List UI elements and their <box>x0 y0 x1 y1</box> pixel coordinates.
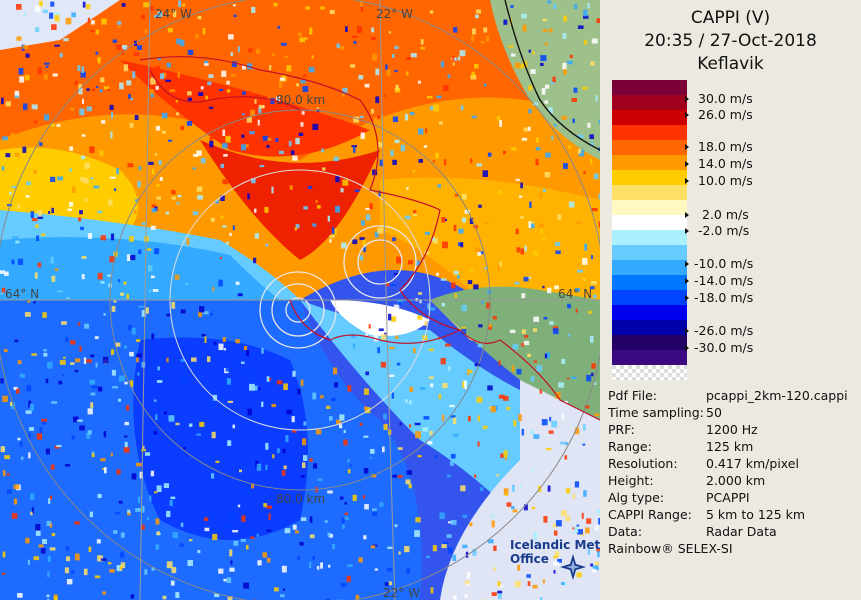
legend-swatch <box>612 260 687 276</box>
metadata-row: Height: 2.000 km <box>608 473 765 488</box>
logo-text-line2: Office <box>510 552 549 566</box>
range-label-top: 80.0 km <box>276 93 325 107</box>
legend-swatch <box>612 80 687 96</box>
legend-label: -26.0 m/s <box>684 323 753 338</box>
legend-swatch <box>612 245 687 261</box>
metadata-key: Alg type: <box>608 490 665 505</box>
metadata-value: 50 <box>706 405 722 420</box>
logo-star-icon <box>560 554 586 580</box>
legend-swatch <box>612 110 687 126</box>
metadata-row: PRF: 1200 Hz <box>608 422 758 437</box>
metadata-key: Resolution: <box>608 456 678 471</box>
metadata-value: 1200 Hz <box>706 422 758 437</box>
legend-swatch <box>612 290 687 306</box>
legend-swatch <box>612 305 687 321</box>
legend-label: 2.0 m/s <box>685 207 749 222</box>
metadata-row: Alg type: PCAPPI <box>608 490 750 505</box>
station-name: Keflavik <box>697 54 764 74</box>
met-office-logo: Icelandic Met Office <box>510 538 601 580</box>
legend-swatch <box>612 275 687 291</box>
metadata-key: CAPPI Range: <box>608 507 692 522</box>
metadata-key: PRF: <box>608 422 635 437</box>
metadata-value: PCAPPI <box>706 490 750 505</box>
range-label-bottom: 80.0 km <box>276 492 325 506</box>
metadata-row: Pdf File: pcappi_2km-120.cappi <box>608 388 848 403</box>
metadata-value: 5 km to 125 km <box>706 507 806 522</box>
metadata-row: Data: Radar Data <box>608 524 777 539</box>
lon-label-top-left: 24° W <box>155 7 192 21</box>
legend-label: -2.0 m/s <box>684 223 749 238</box>
metadata-value: 125 km <box>706 439 754 454</box>
legend-swatch <box>612 200 687 216</box>
metadata-row: Time sampling: 50 <box>608 405 722 420</box>
legend-swatch <box>612 155 687 171</box>
lon-label-bottom: 22° W <box>383 586 420 600</box>
legend-swatch <box>612 125 687 141</box>
legend-swatch <box>612 170 687 186</box>
legend-swatch <box>612 215 687 231</box>
legend-label: 18.0 m/s <box>685 139 753 154</box>
lon-label-top-right: 22° W <box>376 7 413 21</box>
metadata-value: 2.000 km <box>706 473 766 488</box>
legend-label: 10.0 m/s <box>685 173 753 188</box>
legend-swatch <box>612 320 687 336</box>
lat-label-right: 64° N <box>558 287 592 301</box>
legend-label: 30.0 m/s <box>685 91 753 106</box>
legend-nodata-swatch <box>612 365 687 380</box>
legend-swatch <box>612 185 687 201</box>
legend-label: -14.0 m/s <box>684 273 753 288</box>
credit-text: Rainbow® SELEX-SI <box>608 541 733 556</box>
legend-label: -18.0 m/s <box>684 290 753 305</box>
info-panel: CAPPI (V) 20:35 / 27-Oct-2018 Keflavik 3… <box>600 0 861 600</box>
legend-label: -10.0 m/s <box>684 256 753 271</box>
product-title: CAPPI (V) <box>690 8 771 28</box>
color-legend <box>612 80 687 380</box>
lat-label-left: 64° N <box>5 287 39 301</box>
legend-label: 26.0 m/s <box>685 107 753 122</box>
metadata-row: Range: 125 km <box>608 439 753 454</box>
metadata-key: Height: <box>608 473 654 488</box>
legend-swatch <box>612 230 687 246</box>
metadata-value: pcappi_2km-120.cappi <box>706 388 848 403</box>
metadata-row: Resolution: 0.417 km/pixel <box>608 456 799 471</box>
legend-label: 14.0 m/s <box>685 156 753 171</box>
metadata-key: Pdf File: <box>608 388 657 403</box>
radar-map: 24° W 22° W 22° W 64° N 64° N 80.0 km 80… <box>0 0 600 600</box>
legend-swatch <box>612 335 687 351</box>
metadata-value: Radar Data <box>706 524 777 539</box>
legend-swatch <box>612 350 687 366</box>
metadata-key: Time sampling: <box>608 405 704 420</box>
metadata-row: CAPPI Range: 5 km to 125 km <box>608 507 805 522</box>
metadata-key: Data: <box>608 524 643 539</box>
legend-swatch <box>612 95 687 111</box>
metadata-value: 0.417 km/pixel <box>706 456 799 471</box>
legend-swatch <box>612 140 687 156</box>
metadata-key: Range: <box>608 439 652 454</box>
legend-label: -30.0 m/s <box>684 340 753 355</box>
timestamp: 20:35 / 27-Oct-2018 <box>644 31 817 51</box>
logo-text-line1: Icelandic Met <box>510 538 601 552</box>
